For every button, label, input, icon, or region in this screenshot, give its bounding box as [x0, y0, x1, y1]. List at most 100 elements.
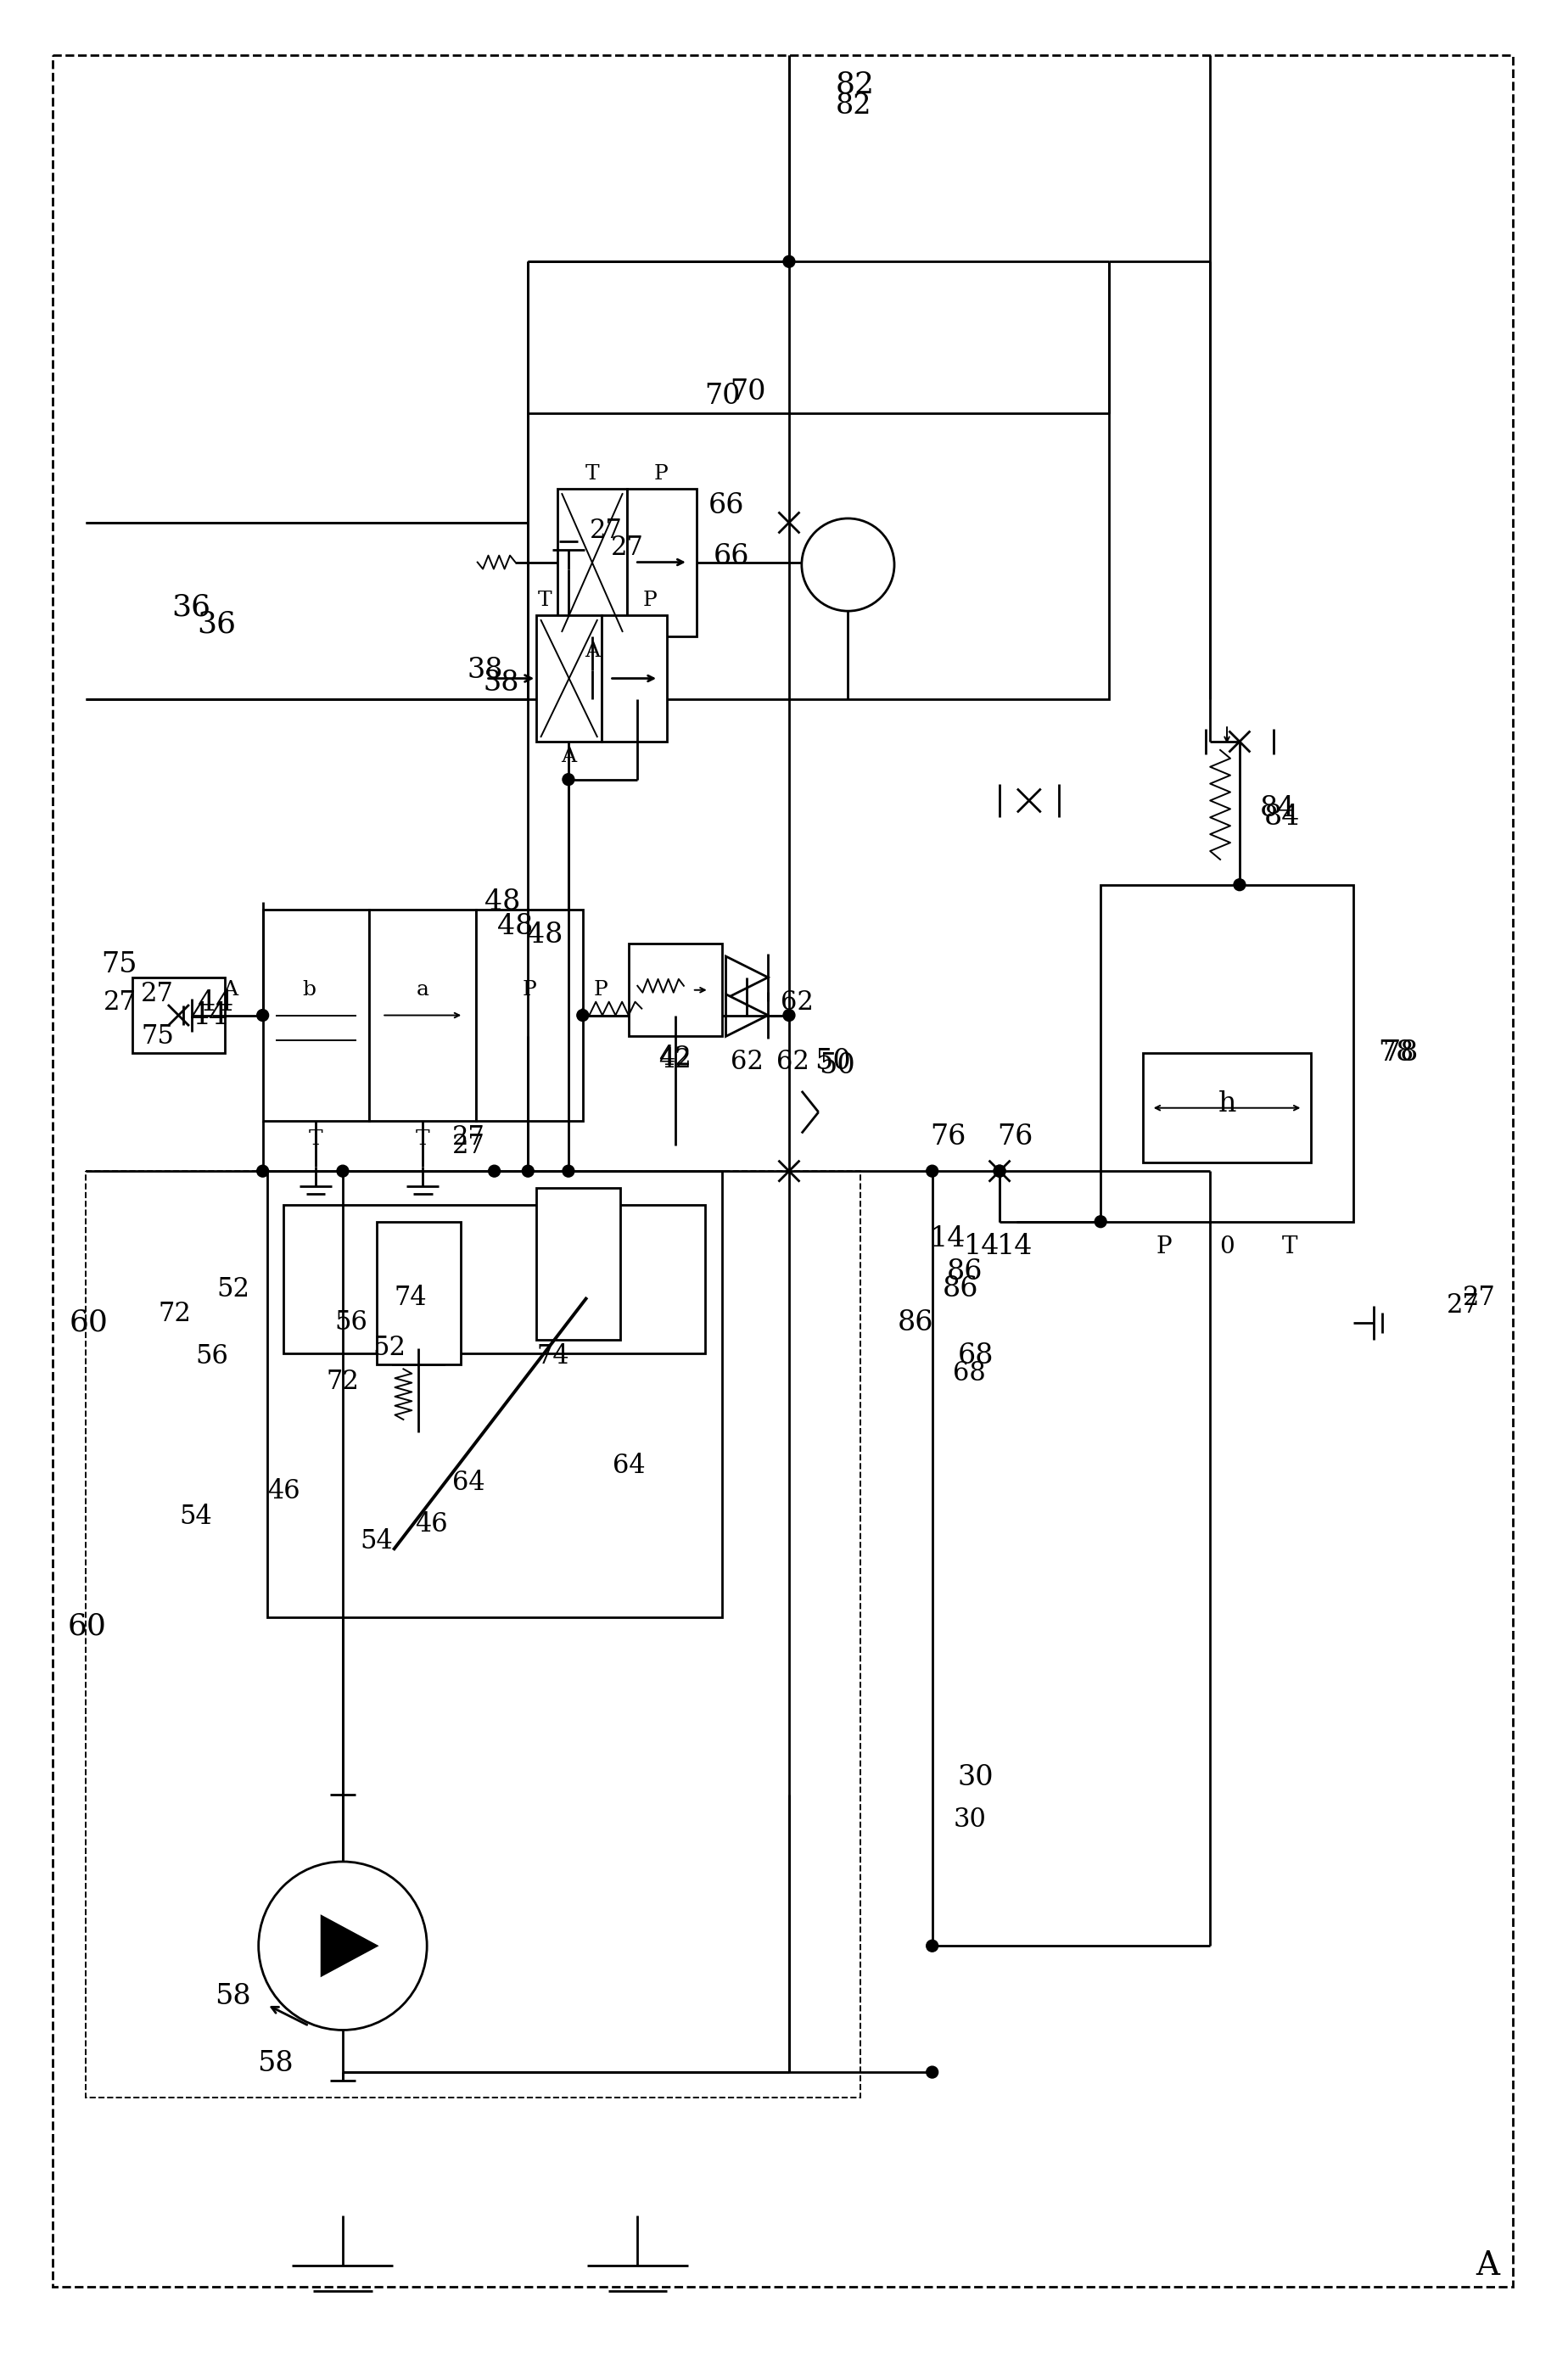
Bar [536, 615, 602, 741]
Bar [401, 1237, 436, 1349]
Text: 30: 30 [953, 1807, 986, 1834]
Text: 64: 64 [453, 1470, 486, 1496]
Bar [263, 910, 370, 1121]
Circle shape [927, 2066, 938, 2078]
Text: 62: 62 [781, 990, 814, 1016]
Text: 82: 82 [836, 93, 872, 119]
Bar [1143, 1052, 1311, 1164]
Text: 46: 46 [416, 1510, 447, 1539]
Bar [561, 1204, 596, 1323]
Text: 66: 66 [713, 544, 750, 570]
Circle shape [563, 1166, 574, 1178]
Text: 50: 50 [814, 1047, 850, 1076]
Text: 36: 36 [171, 591, 210, 622]
Polygon shape [321, 1917, 376, 1976]
Circle shape [522, 1166, 533, 1178]
Circle shape [563, 774, 574, 786]
Text: h: h [1218, 1090, 1236, 1116]
Text: 27: 27 [453, 1123, 486, 1149]
Circle shape [337, 1166, 348, 1178]
Text: 78: 78 [1383, 1040, 1419, 1066]
Text: 68: 68 [958, 1342, 994, 1370]
Text: 70: 70 [731, 378, 767, 406]
Text: A: A [585, 641, 599, 660]
Text: 70: 70 [706, 382, 742, 411]
Text: 78: 78 [1378, 1040, 1414, 1066]
Bar [370, 910, 477, 1121]
Text: 14: 14 [964, 1233, 999, 1261]
Circle shape [577, 1009, 588, 1021]
Text: 48: 48 [485, 888, 521, 914]
Text: A: A [223, 981, 237, 1000]
Bar [536, 1188, 621, 1340]
Polygon shape [726, 957, 768, 997]
Text: 76: 76 [997, 1123, 1033, 1152]
Text: 76: 76 [930, 1123, 966, 1152]
Text: 86: 86 [897, 1309, 933, 1337]
Text: T: T [585, 463, 599, 484]
Text: T: T [309, 1130, 323, 1149]
Circle shape [801, 518, 894, 610]
Text: 86: 86 [942, 1275, 978, 1302]
Circle shape [927, 1166, 938, 1178]
Text: 75: 75 [102, 950, 138, 978]
Bar [629, 943, 721, 1036]
Bar [394, 1323, 444, 1366]
Text: b: b [303, 981, 315, 1000]
Text: 27: 27 [103, 990, 136, 1016]
Text: 27: 27 [453, 1133, 486, 1159]
Bar [132, 978, 224, 1052]
Circle shape [257, 1009, 268, 1021]
Circle shape [782, 1009, 795, 1021]
Circle shape [927, 1940, 938, 1952]
Text: P: P [643, 591, 657, 610]
Bar [558, 489, 627, 636]
Text: 86: 86 [947, 1259, 983, 1285]
Text: P: P [654, 463, 668, 484]
Text: 27: 27 [590, 518, 622, 544]
Text: 68: 68 [953, 1361, 986, 1387]
Bar [602, 615, 666, 741]
Text: 44: 44 [198, 988, 234, 1016]
Circle shape [1234, 879, 1245, 891]
Text: 48: 48 [527, 921, 563, 950]
Bar [627, 489, 696, 636]
Text: 62: 62 [776, 1047, 809, 1076]
Text: 0: 0 [1220, 1235, 1234, 1259]
Text: 66: 66 [707, 492, 743, 520]
Text: 58: 58 [257, 2050, 293, 2078]
Text: 52: 52 [373, 1335, 406, 1361]
Text: 56: 56 [196, 1344, 229, 1370]
Text: 27: 27 [610, 534, 643, 560]
Text: 27: 27 [1463, 1285, 1496, 1311]
Text: a: a [416, 981, 428, 1000]
Text: 72: 72 [158, 1302, 191, 1328]
Text: 82: 82 [836, 71, 875, 100]
Text: 14: 14 [930, 1226, 966, 1252]
Text: 46: 46 [268, 1477, 299, 1503]
Text: 72: 72 [326, 1368, 359, 1394]
Text: 84: 84 [1259, 796, 1295, 822]
Text: 54: 54 [361, 1530, 394, 1556]
Text: 54: 54 [179, 1503, 212, 1530]
Text: T: T [538, 591, 552, 610]
Text: 27: 27 [141, 981, 174, 1007]
Bar [554, 1290, 604, 1330]
Text: 36: 36 [198, 610, 235, 639]
Text: 62: 62 [731, 1047, 764, 1076]
Text: 64: 64 [613, 1454, 646, 1480]
Text: A: A [561, 748, 575, 767]
Circle shape [259, 1862, 426, 2031]
Text: A: A [1475, 2249, 1501, 2282]
Text: 74: 74 [536, 1344, 569, 1370]
Text: 38: 38 [483, 670, 519, 696]
Text: 14: 14 [997, 1233, 1033, 1261]
Text: 74: 74 [394, 1285, 426, 1311]
Bar [528, 413, 1109, 701]
Text: 27: 27 [1446, 1292, 1479, 1318]
Text: P: P [522, 981, 536, 1000]
Circle shape [257, 1166, 268, 1178]
Text: 84: 84 [1264, 803, 1300, 831]
Text: 42: 42 [659, 1047, 691, 1074]
Text: 75: 75 [141, 1024, 174, 1050]
